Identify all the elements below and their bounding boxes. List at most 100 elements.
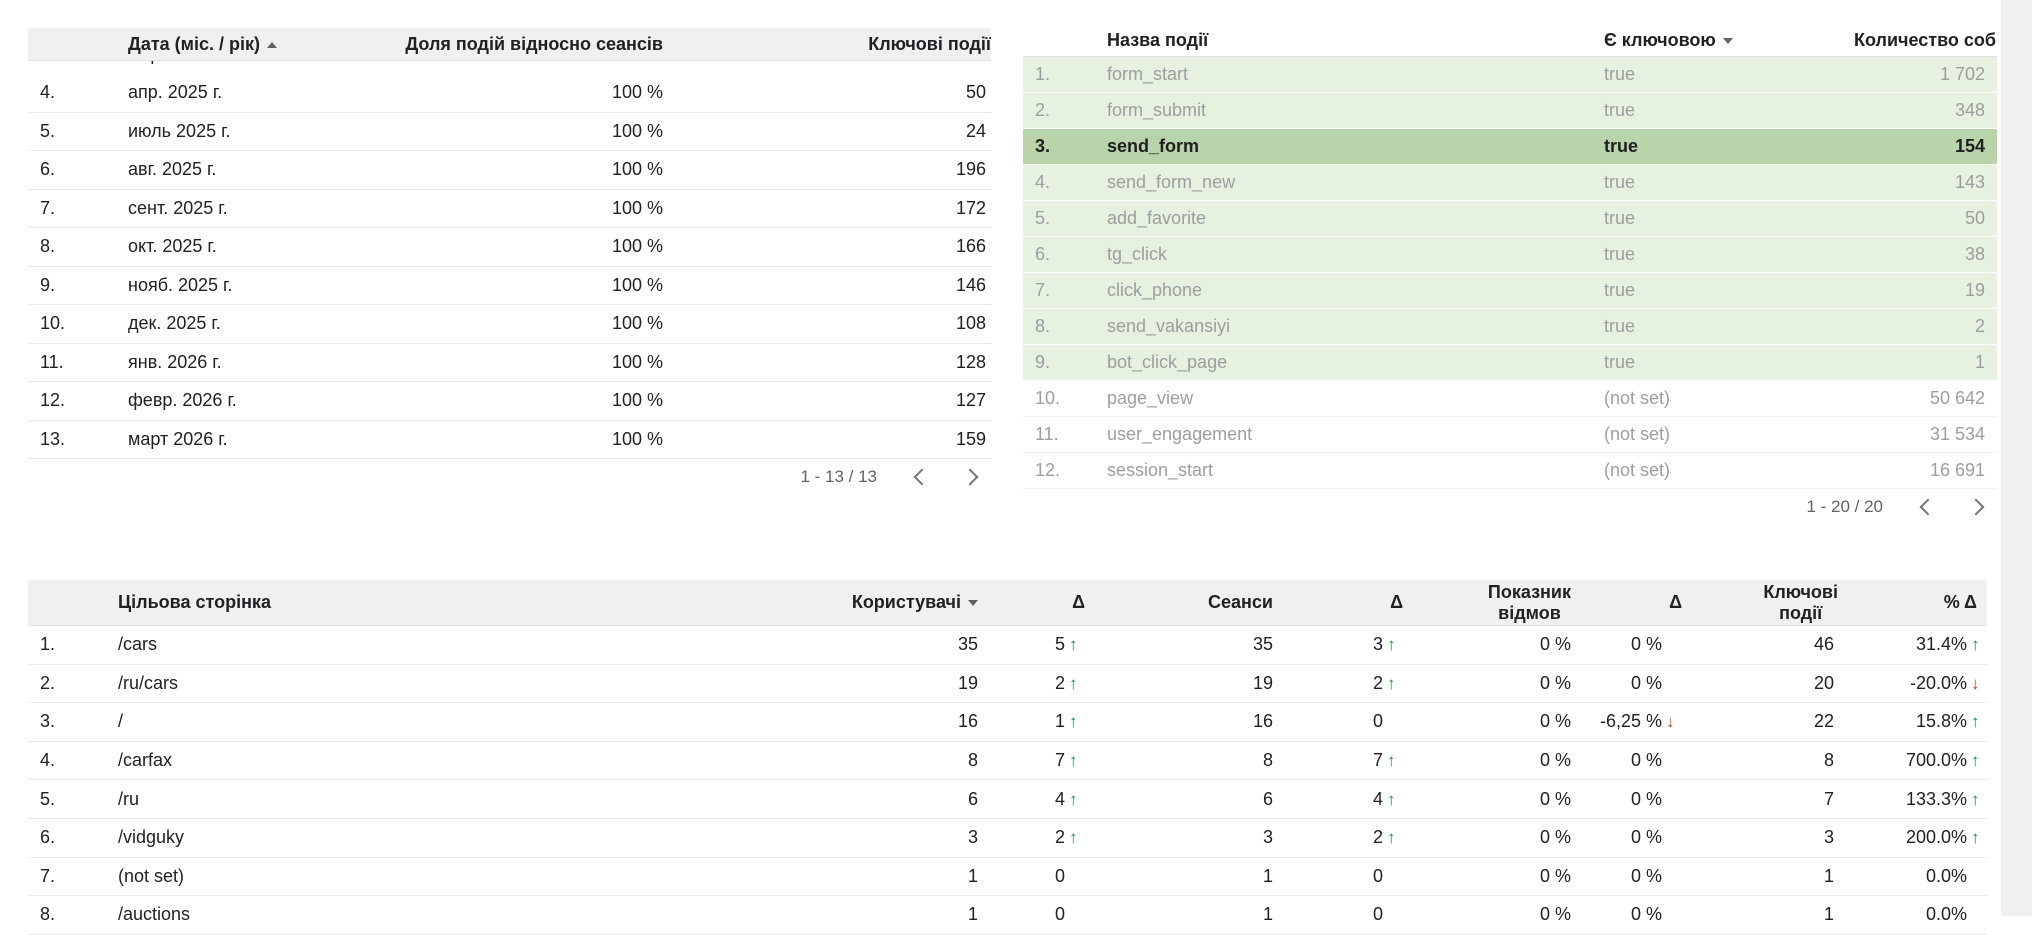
table-row[interactable]: 4. send_form_new true 143 bbox=[1023, 165, 1997, 201]
event-name-column-header[interactable]: Назва події bbox=[1107, 30, 1209, 50]
bounce-delta-value: 0 % bbox=[1630, 904, 1662, 925]
users-delta-value: 0 bbox=[1054, 865, 1065, 886]
table-row[interactable]: 10. page_view (not set) 50 642 bbox=[1023, 381, 1997, 417]
table-row[interactable]: 5. add_favorite true 50 bbox=[1023, 201, 1997, 237]
bounce-rate-column-header[interactable]: Показник відмов bbox=[1403, 582, 1571, 624]
users-column-header[interactable]: Користувачі bbox=[618, 592, 978, 613]
table-row[interactable]: 9. нояб. 2025 г. 100 % 146 bbox=[28, 267, 991, 305]
table-row[interactable]: 6. tg_click true 38 bbox=[1023, 237, 1997, 273]
is-key-cell: true bbox=[1604, 316, 1636, 336]
event-name-cell: click_phone bbox=[1107, 280, 1203, 300]
row-number: 8. bbox=[40, 904, 56, 925]
count-cell: 1 bbox=[1974, 352, 1985, 372]
table-row[interactable]: 8. send_vakansiyi true 2 bbox=[1023, 309, 1997, 345]
date-column-header[interactable]: Дата (міс. / рік) bbox=[128, 34, 398, 55]
is-key-column-header[interactable]: Є ключовою bbox=[1604, 30, 1854, 51]
share-column-header[interactable]: Доля подій відносно сеансів bbox=[405, 33, 663, 54]
share-cell: 100 % bbox=[611, 313, 663, 334]
date-table: Дата (міс. / рік) Доля подій відносно се… bbox=[28, 28, 991, 495]
down-arrow-icon: ↓ bbox=[1971, 673, 1980, 693]
row-number: 10. bbox=[40, 313, 66, 334]
table-row[interactable]: 8. окт. 2025 г. 100 % 166 bbox=[28, 228, 991, 267]
date-cell: дек. 2025 г. bbox=[128, 313, 221, 334]
table-row[interactable]: 12. session_start (not set) 16 691 bbox=[1023, 453, 1997, 489]
table-row[interactable]: 12. февр. 2026 г. 100 % 127 bbox=[28, 382, 991, 421]
percent-delta-column-header[interactable]: % Δ bbox=[1943, 592, 1977, 612]
key-events-column-header[interactable]: Ключові події bbox=[1682, 582, 1838, 624]
chevron-right-icon bbox=[961, 468, 979, 486]
table-row[interactable]: 9. bot_click_page true 1 bbox=[1023, 345, 1997, 381]
events-cell: 108 bbox=[955, 313, 986, 334]
sessions-delta-value: 0 bbox=[1372, 711, 1383, 732]
key-events-column-header[interactable]: Ключові події bbox=[868, 33, 991, 54]
row-number: 6. bbox=[40, 159, 56, 180]
table-row[interactable]: 7. click_phone true 19 bbox=[1023, 273, 1997, 309]
pct-delta-value: 15.8% bbox=[1915, 711, 1967, 732]
row-number: 1. bbox=[40, 634, 56, 655]
table-row[interactable]: 5./ru 6 4 ↑ 6 4 ↑ 0 % 0 % 7 133.3% ↑ bbox=[28, 780, 1987, 819]
event-name-cell: page_view bbox=[1107, 388, 1194, 408]
bounce-header-line2: відмов bbox=[1498, 602, 1561, 623]
pct-delta-cell: 0.0% bbox=[1838, 866, 1987, 887]
key-events-cell: 20 bbox=[1813, 672, 1834, 693]
table-row[interactable]: 4./carfax 8 7 ↑ 8 7 ↑ 0 % 0 % 8 700.0% ↑ bbox=[28, 742, 1987, 781]
sort-descending-icon bbox=[968, 600, 978, 607]
sessions-column-header[interactable]: Сеанси bbox=[1208, 592, 1273, 612]
key-events-cell: 7 bbox=[1823, 788, 1834, 809]
event-name-cell: user_engagement bbox=[1107, 424, 1253, 444]
table-row[interactable]: 11. user_engagement (not set) 31 534 bbox=[1023, 417, 1997, 453]
bounce-delta-cell: 0 % bbox=[1571, 866, 1682, 887]
count-cell: 38 bbox=[1964, 244, 1985, 264]
table-row[interactable]: 11. янв. 2026 г. 100 % 128 bbox=[28, 344, 991, 382]
table-row[interactable]: 2./ru/cars 19 2 ↑ 19 2 ↑ 0 % 0 % 20 -20.0% ↓ bbox=[28, 665, 1987, 704]
table-row[interactable]: 2. form_submit true 348 bbox=[1023, 93, 1997, 129]
sessions-delta-column-header[interactable]: Δ bbox=[1390, 592, 1403, 612]
bounce-delta-cell: -6,25 % ↓ bbox=[1571, 711, 1682, 732]
canvas-right-margin bbox=[2001, 0, 2032, 916]
table-row[interactable]: 8. /auctions 1 0 1 0 0 % 0 % 1 0.0% bbox=[28, 896, 1987, 935]
bounce-cell: 0 % bbox=[1539, 711, 1571, 732]
table-row[interactable]: 7. (not set) 1 0 1 0 0 % 0 % 1 0.0% bbox=[28, 858, 1987, 897]
table-row[interactable]: 4. апр. 2025 г. 100 % 50 bbox=[28, 74, 991, 113]
table-row[interactable]: 10. дек. 2025 г. 100 % 108 bbox=[28, 305, 991, 344]
users-delta-column-header[interactable]: Δ bbox=[1072, 592, 1085, 612]
up-arrow-icon: ↑ bbox=[1069, 712, 1078, 732]
table-row[interactable]: 3./16 1 ↑ 16 0 0 % -6,25 % ↓ 22 15.8% ↑ bbox=[28, 703, 1987, 742]
users-column-header-label: Користувачі bbox=[851, 592, 961, 612]
landing-page-cell: (not set) bbox=[118, 865, 185, 886]
bounce-header-line1: Показник bbox=[1487, 581, 1571, 602]
table-row[interactable]: 7. сент. 2025 г. 100 % 172 bbox=[28, 190, 991, 228]
pagination-next-button[interactable] bbox=[953, 460, 987, 494]
table-row[interactable]: 3. send_form true 154 bbox=[1023, 129, 1997, 165]
row-number: 10. bbox=[1035, 388, 1061, 408]
table-row[interactable]: 5. июль 2025 г. 100 % 24 bbox=[28, 113, 991, 151]
table-row[interactable]: 13. март 2026 г. 100 % 159 bbox=[28, 421, 991, 459]
table-row[interactable]: 3. март 2025 г. bbox=[28, 61, 991, 74]
up-arrow-icon: ↑ bbox=[1069, 751, 1078, 771]
row-number: 4. bbox=[40, 750, 56, 771]
bounce-delta-cell: 0 % bbox=[1571, 904, 1682, 925]
users-delta-cell: 0 bbox=[978, 866, 1085, 887]
pagination-next-button[interactable] bbox=[1959, 490, 1993, 524]
pagination-prev-button[interactable] bbox=[1911, 490, 1945, 524]
table-row[interactable]: 6./vidguky 3 2 ↑ 3 2 ↑ 0 % 0 % 3 200.0% ↑ bbox=[28, 819, 1987, 858]
bounce-delta-column-header[interactable]: Δ bbox=[1669, 592, 1682, 612]
count-cell: 50 642 bbox=[1929, 388, 1985, 408]
table-row[interactable]: 1./cars 35 5 ↑ 35 3 ↑ 0 % 0 % 46 31.4% ↑ bbox=[28, 626, 1987, 665]
event-name-cell: tg_click bbox=[1107, 244, 1168, 264]
landing-page-cell: /ru bbox=[118, 788, 140, 809]
up-arrow-icon: ↑ bbox=[1069, 673, 1078, 693]
key-events-cell: 1 bbox=[1823, 904, 1834, 925]
pagination-prev-button[interactable] bbox=[905, 460, 939, 494]
landing-page-column-header[interactable]: Цільова сторінка bbox=[118, 592, 271, 612]
landing-pages-table: Цільова сторінка Користувачі Δ Сеанси Δ … bbox=[28, 580, 1987, 935]
events-cell: 127 bbox=[955, 390, 986, 411]
is-key-cell: true bbox=[1604, 64, 1636, 84]
table-row[interactable]: 1. form_start true 1 702 bbox=[1023, 57, 1997, 93]
sessions-delta-cell: 0 bbox=[1273, 904, 1403, 925]
event-count-column-header[interactable]: Количество событий bbox=[1854, 30, 1997, 50]
sort-ascending-icon bbox=[267, 41, 277, 48]
row-number: 11. bbox=[40, 351, 64, 372]
table-row[interactable]: 6. авг. 2025 г. 100 % 196 bbox=[28, 151, 991, 190]
up-arrow-icon: ↑ bbox=[1971, 635, 1980, 655]
